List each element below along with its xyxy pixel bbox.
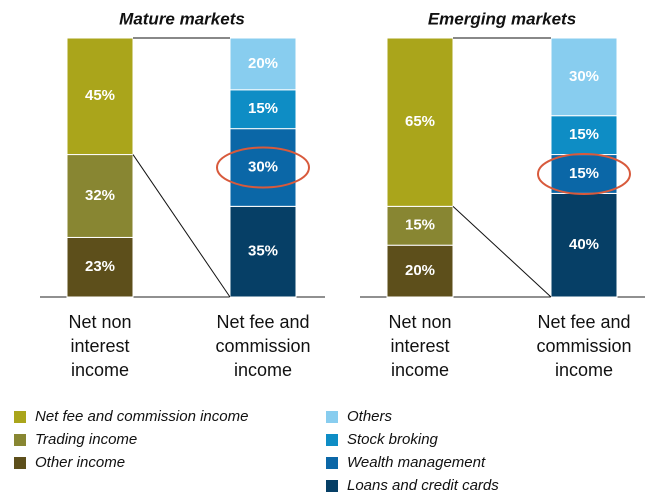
legend-swatch xyxy=(14,411,26,423)
data-label: 30% xyxy=(248,158,278,175)
legend-label: Others xyxy=(347,408,393,425)
data-label: 15% xyxy=(405,217,435,234)
bar-segment xyxy=(550,115,618,156)
legend-label: Other income xyxy=(35,454,125,471)
bar-segment xyxy=(386,205,454,246)
legend-label: Wealth management xyxy=(347,454,486,471)
data-label: 20% xyxy=(405,262,435,279)
legend-label: Trading income xyxy=(35,431,137,448)
highlight-ring xyxy=(537,152,631,195)
bar-segment xyxy=(550,37,618,117)
bar-segment xyxy=(229,128,297,207)
highlight-ring xyxy=(216,146,310,189)
legend-swatch xyxy=(326,480,338,492)
category-label: Net fee and commission income xyxy=(215,312,311,380)
bar-segment xyxy=(386,37,454,207)
bar-segment xyxy=(229,205,297,298)
category-label: Net fee and commission income xyxy=(536,312,632,380)
connector xyxy=(452,205,552,298)
data-label: 30% xyxy=(569,68,599,85)
legend-swatch xyxy=(326,434,338,446)
legend-label: Stock broking xyxy=(347,431,439,448)
category-label: Net non interest income xyxy=(68,312,132,380)
legend-swatch xyxy=(14,457,26,469)
data-label: 65% xyxy=(405,113,435,130)
data-label: 35% xyxy=(248,243,278,260)
legend-label: Net fee and commission income xyxy=(35,408,248,425)
data-label: 40% xyxy=(569,236,599,253)
data-label: 23% xyxy=(85,258,115,275)
panel-title: Mature markets xyxy=(119,9,245,28)
bar-segment xyxy=(66,236,134,298)
data-label: 32% xyxy=(85,187,115,204)
bar-segment xyxy=(386,244,454,298)
category-label: Net non interest income xyxy=(388,312,452,380)
data-label: 45% xyxy=(85,87,115,104)
legend-swatch xyxy=(14,434,26,446)
legend-swatch xyxy=(326,457,338,469)
panel-title: Emerging markets xyxy=(428,9,576,28)
legend-label: Loans and credit cards xyxy=(347,477,499,494)
bar-segment xyxy=(229,37,297,91)
connector xyxy=(132,154,231,298)
legend-swatch xyxy=(326,411,338,423)
data-label: 20% xyxy=(248,55,278,72)
data-label: 15% xyxy=(248,100,278,117)
bar-segment xyxy=(550,192,618,298)
bar-segment xyxy=(550,154,618,194)
bar-segment xyxy=(229,89,297,130)
data-label: 15% xyxy=(569,165,599,182)
data-label: 15% xyxy=(569,126,599,143)
bar-segment xyxy=(66,37,134,156)
